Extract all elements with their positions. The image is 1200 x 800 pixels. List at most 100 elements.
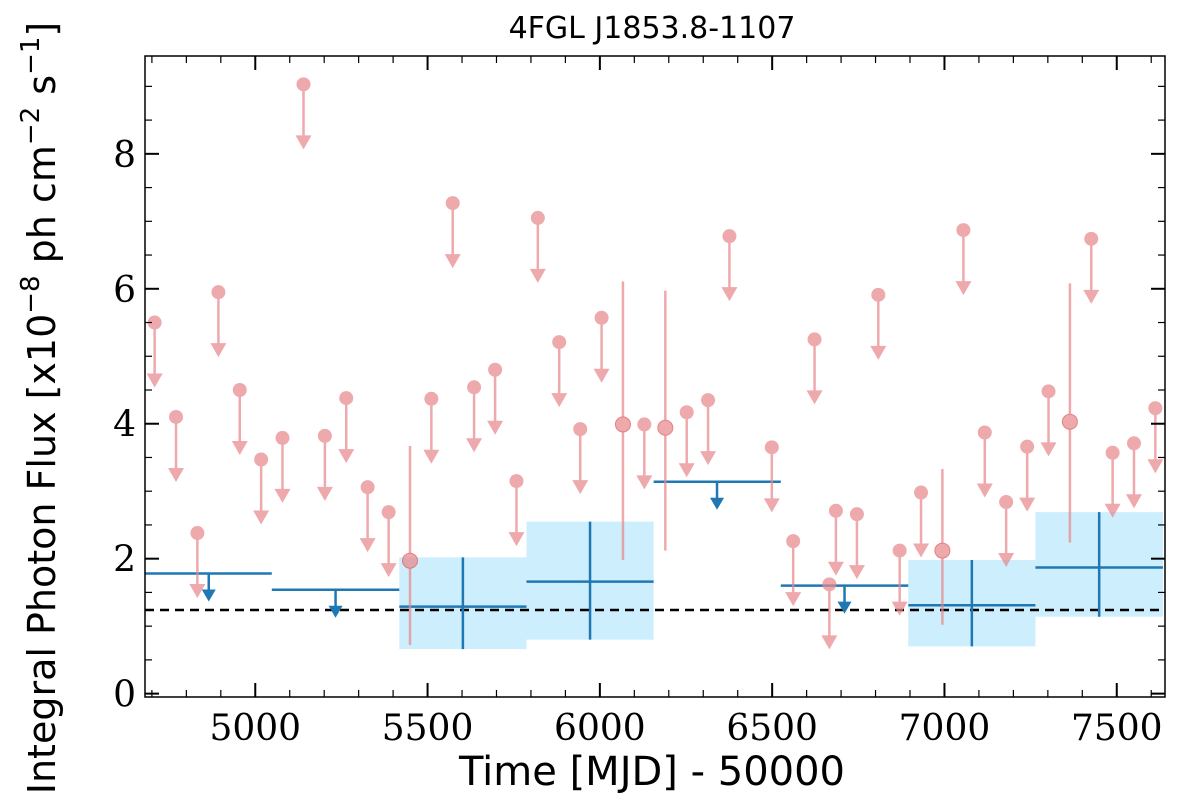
short-bin-ul-arrow	[678, 463, 695, 478]
y-tick-label: 4	[113, 405, 136, 446]
short-bin-ul-arrow	[806, 390, 823, 405]
short-bin-ul-arrow	[1147, 459, 1164, 474]
short-bin-ul-arrow	[168, 467, 185, 482]
short-bin-det-0	[401, 445, 418, 646]
short-bin-ul-arrow	[955, 281, 972, 296]
x-tick-label: 7000	[899, 708, 991, 749]
short-bin-ul-marker	[552, 335, 567, 350]
short-bin-ul-arrow	[210, 343, 227, 358]
short-bin-ul-arrow	[593, 368, 610, 383]
short-bin-ul-arrow	[821, 635, 838, 650]
short-bin-ul-arrow	[763, 498, 780, 513]
short-bin-ul-8	[316, 428, 333, 501]
short-bin-ul-40	[1125, 436, 1142, 509]
x-tick-label: 6000	[554, 708, 646, 749]
short-bin-ul-24	[721, 229, 738, 302]
short-bin-ul-marker	[956, 223, 971, 238]
short-bin-ul-25	[763, 440, 780, 513]
short-bin-ul-marker	[296, 77, 311, 92]
short-bin-ul-arrow	[359, 538, 376, 553]
short-bin-ul-42	[821, 577, 838, 650]
long-bin-ul-arrow-3	[837, 601, 852, 614]
chart-title: 4FGL J1853.8-1107	[509, 11, 796, 46]
y-axis-label-main: Integral Photon Flux [x10	[20, 314, 64, 795]
short-bin-ul-marker	[637, 417, 652, 432]
short-bin-ul-marker	[786, 534, 801, 549]
plot-frame	[144, 55, 1166, 698]
short-bin-ul-marker	[467, 380, 482, 395]
short-bin-ul-marker	[722, 229, 737, 244]
short-bin-ul-marker	[275, 430, 290, 445]
y-tick-label: 0	[113, 675, 136, 716]
x-axis-label: Time [MJD] - 50000	[458, 749, 845, 795]
short-bin-ul-arrow	[848, 565, 865, 580]
short-bin-ul-marker	[254, 452, 269, 467]
short-bin-ul-marker	[573, 422, 588, 437]
short-bin-ul-marker	[849, 507, 864, 522]
y-axis-label-exp3: −1	[16, 37, 46, 75]
y-tick-label: 6	[113, 270, 136, 311]
y-tick-label: 2	[113, 540, 136, 581]
axes: 5000 5500 6000 6500 7000 7500 0 2 4 6 8	[113, 55, 1166, 749]
y-tick-label: 8	[113, 135, 136, 176]
short-bin-ul-arrow	[1083, 289, 1100, 304]
short-bin-ul-33	[955, 223, 972, 296]
short-bin-ul-marker	[977, 425, 992, 440]
short-bin-ul-27	[806, 332, 823, 405]
short-bin-ul-arrow	[913, 543, 930, 558]
x-tick-label: 7500	[1071, 708, 1163, 749]
short-bin-det-1	[614, 281, 631, 561]
short-bin-ul-28	[827, 503, 844, 576]
short-bin-ul-marker	[509, 474, 524, 489]
short-bin-ul-arrow	[785, 592, 802, 607]
short-bin-ul-31	[891, 543, 908, 616]
short-bin-ul-23	[700, 393, 717, 466]
short-bin-ul-39	[1104, 445, 1121, 518]
short-bin-ul-10	[359, 480, 376, 553]
short-bin-det-2	[657, 290, 674, 551]
short-bin-ul-4	[231, 382, 248, 455]
short-bin-ul-marker	[1020, 439, 1035, 454]
short-bin-ul-arrow	[529, 268, 546, 283]
long-bin-ul-arrow-0	[201, 589, 216, 602]
short-bin-ul-7	[295, 77, 312, 150]
short-bin-ul-marker	[339, 391, 354, 406]
short-bin-ul-marker	[1084, 231, 1099, 246]
x-tick-label: 6500	[726, 708, 818, 749]
short-bin-ul-arrow	[998, 553, 1015, 568]
short-bin-ul-26	[785, 534, 802, 607]
short-bin-ul-marker	[914, 485, 929, 500]
short-bin-ul-35	[998, 495, 1015, 568]
short-bin-ul-marker	[807, 332, 822, 347]
y-axis-label: Integral Photon Flux [x10−8 ph cm−2 s−1]	[16, 22, 64, 795]
short-bin-ul-9	[338, 391, 355, 464]
short-bin-ul-arrow	[551, 393, 568, 408]
short-bin-ul-11	[380, 505, 397, 578]
short-bin-ul-15	[487, 362, 504, 435]
short-bin-ul-32	[913, 485, 930, 558]
short-bin-ul-marker	[488, 362, 503, 377]
short-bin-ul-marker	[190, 526, 205, 541]
short-bin-ul-arrow	[423, 449, 440, 464]
y-axis-label-close: ]	[20, 22, 64, 37]
short-bin-ul-marker	[822, 577, 837, 592]
x-tick-label: 5500	[382, 708, 474, 749]
short-bin-ul-16	[508, 474, 525, 547]
short-bin-ul-arrow	[253, 510, 270, 525]
short-bin-ul-2	[189, 526, 206, 599]
short-bin-ul-arrow	[1040, 442, 1057, 457]
short-bin-ul-0	[146, 315, 163, 388]
short-bin-ul-5	[253, 452, 270, 525]
short-bin-ul-38	[1083, 231, 1100, 304]
short-bin-ul-marker	[679, 405, 694, 420]
short-bin-ul-arrow	[508, 532, 525, 547]
short-bin-det-marker	[657, 419, 674, 436]
short-bin-ul-marker	[317, 428, 332, 443]
long-bin-ul-arrow-2	[710, 497, 725, 510]
short-bin-ul-marker	[424, 391, 439, 406]
short-bin-ul-1	[168, 409, 185, 482]
y-axis-label-mid: ph cm	[20, 145, 64, 275]
short-bin-ul-34	[976, 425, 993, 498]
short-bin-ul-arrow	[466, 438, 483, 453]
